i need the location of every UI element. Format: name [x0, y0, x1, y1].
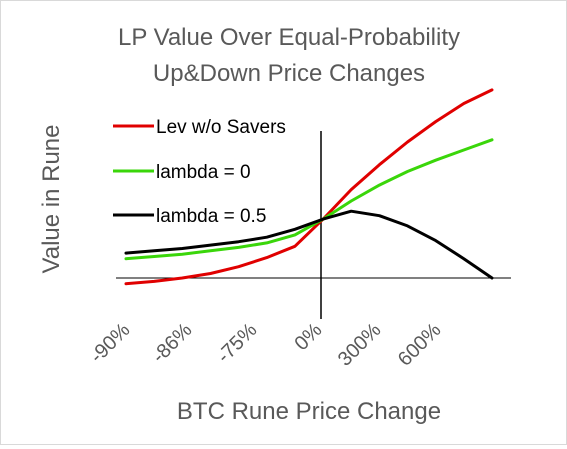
legend-label: lambda = 0.5: [156, 206, 266, 227]
x-tick-label: 300%: [334, 319, 386, 371]
x-tick-labels: -90% -86% -75% 0% 300% 600%: [86, 319, 446, 371]
legend-label: lambda = 0: [156, 162, 251, 183]
legend-entry-3: lambda = 0.5: [113, 206, 266, 227]
x-axis-title: BTC Rune Price Change: [177, 398, 441, 425]
legend-label: Lev w/o Savers: [156, 117, 286, 138]
series-lines: [124, 88, 494, 286]
legend-entry-1: Lev w/o Savers: [113, 117, 286, 138]
legend-entry-2: lambda = 0: [113, 162, 251, 183]
chart-title-line-1: LP Value Over Equal-Probability: [118, 24, 460, 51]
series-line-1: [124, 88, 494, 286]
x-tick-label: -90%: [86, 319, 135, 368]
y-axis-title: Value in Rune: [38, 125, 65, 274]
x-tick-label: -75%: [213, 319, 262, 368]
x-tick-label: 600%: [394, 319, 446, 371]
series-line-2: [124, 138, 494, 261]
chart-title: LP Value Over Equal-Probability Up&Down …: [118, 24, 460, 87]
x-tick-label: -86%: [148, 319, 197, 368]
legend: Lev w/o Savers lambda = 0 lambda = 0.5: [113, 117, 286, 227]
chart-title-line-2: Up&Down Price Changes: [153, 60, 425, 87]
x-tick-label: 0%: [291, 319, 327, 355]
series-line-3: [124, 209, 494, 280]
